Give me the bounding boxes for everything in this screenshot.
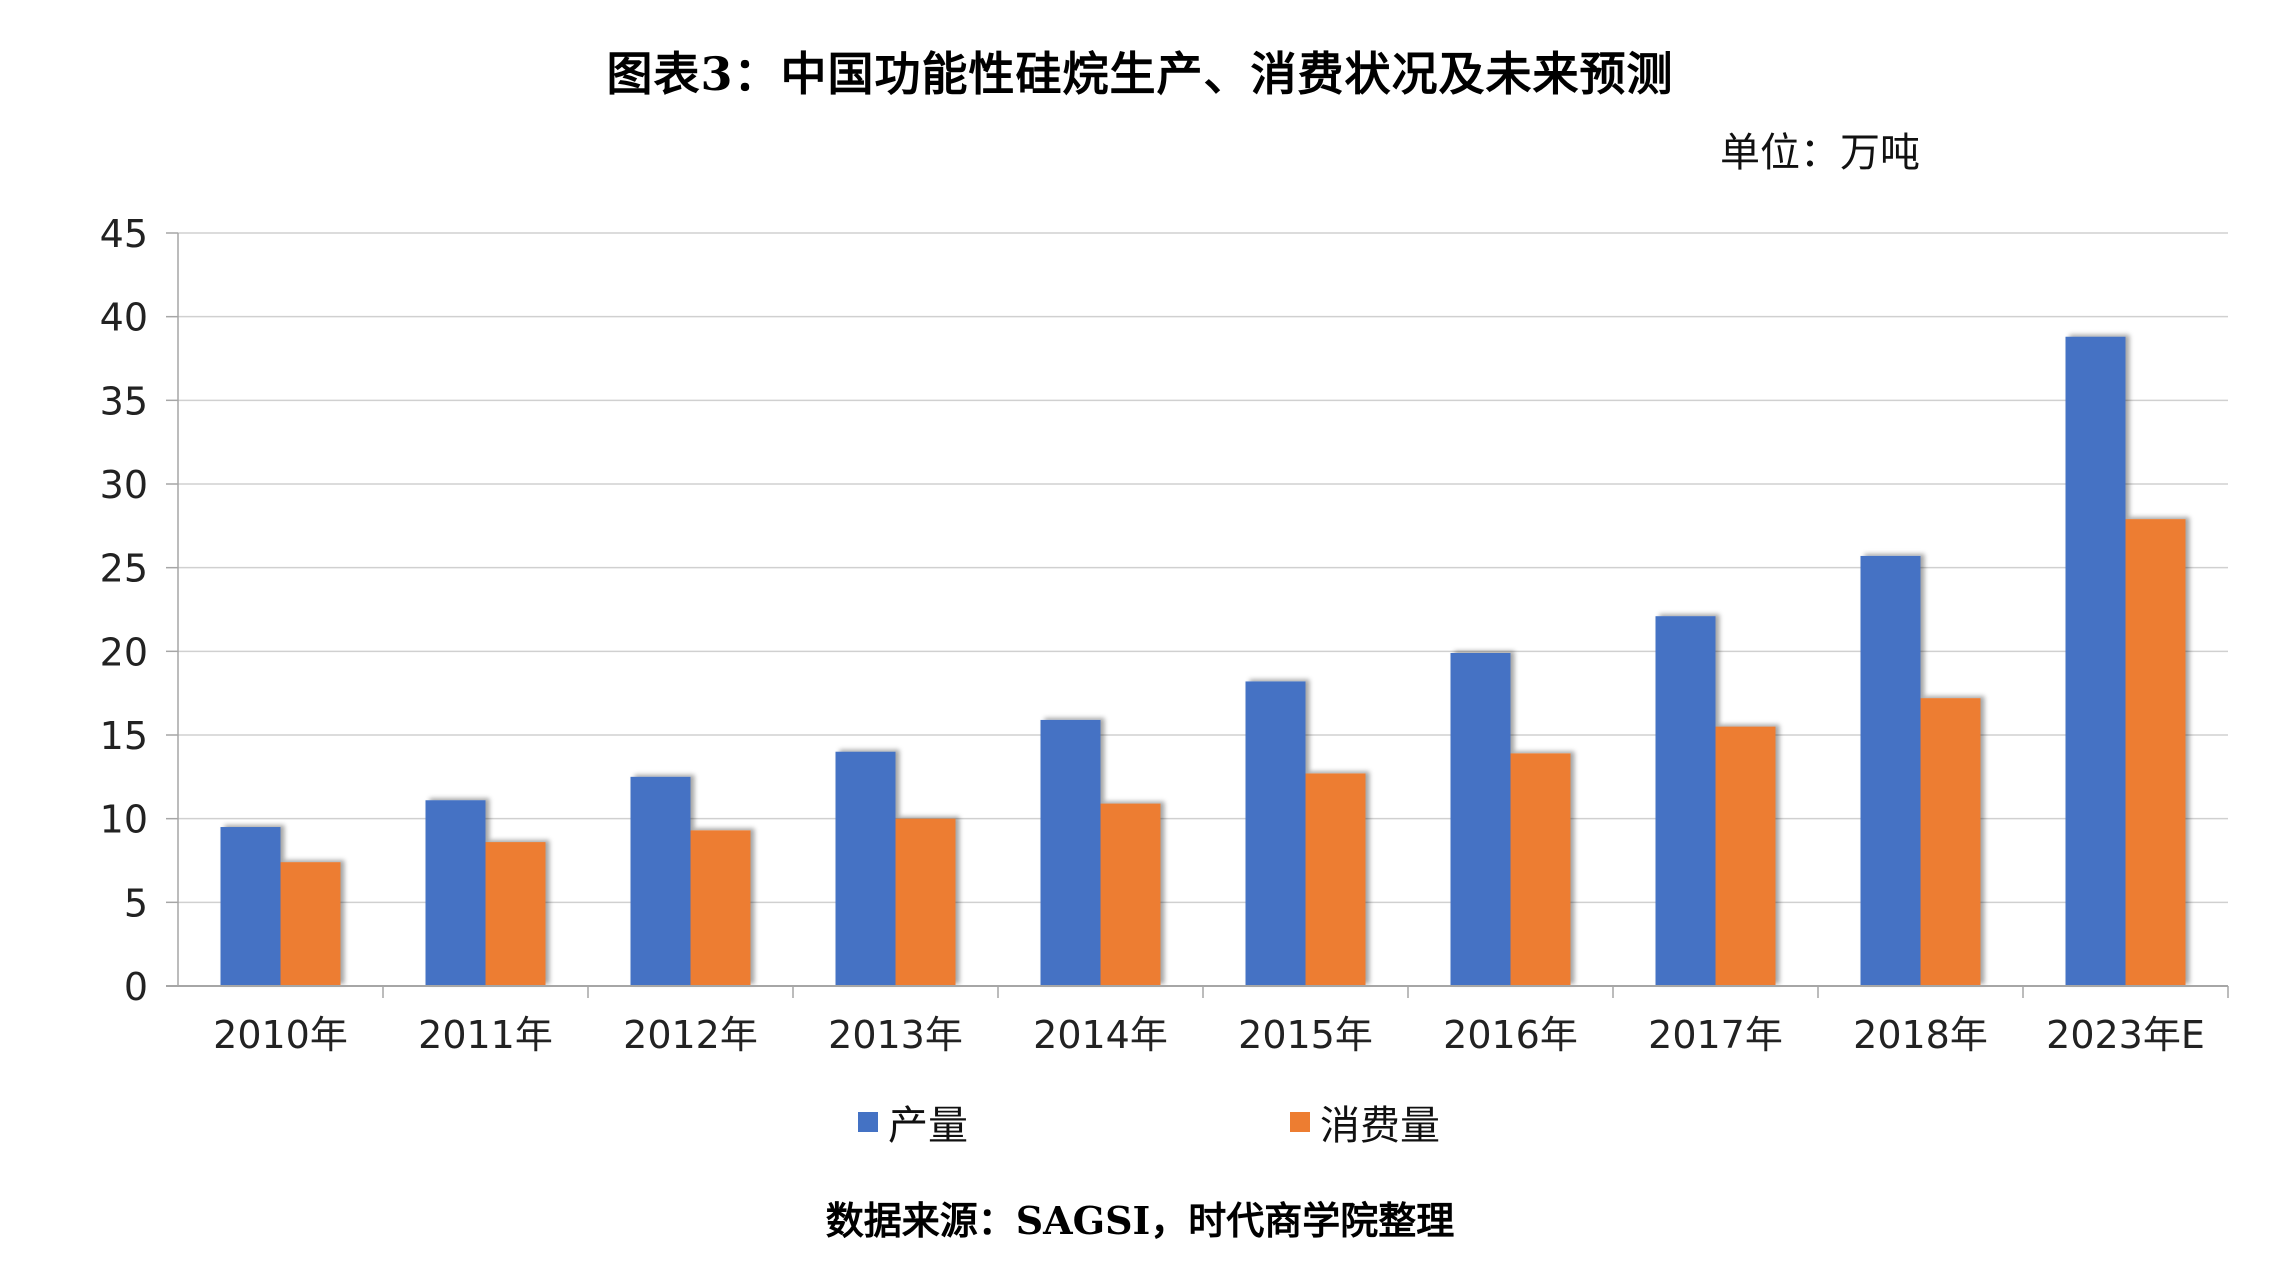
- bar-production: [1860, 555, 1921, 986]
- bar-consumption: [1510, 753, 1571, 986]
- bar-consumption: [280, 862, 341, 986]
- bar-production: [1040, 719, 1101, 986]
- bar-production: [425, 800, 486, 986]
- bar-production: [630, 776, 691, 986]
- y-tick-label: 35: [100, 379, 148, 423]
- x-tick-label: 2011年: [418, 1013, 553, 1057]
- x-tick-label: 2016年: [1443, 1013, 1578, 1057]
- bar-consumption: [1305, 773, 1366, 986]
- legend-label-production: 产量: [888, 1103, 968, 1149]
- legend-item-production: 产量: [858, 1093, 968, 1151]
- unit-label: 单位：万吨: [1720, 130, 1920, 176]
- source-note: 数据来源：SAGSI，时代商学院整理: [825, 1198, 1455, 1243]
- y-tick-label: 0: [124, 965, 148, 1009]
- legend-swatch-production: [858, 1112, 878, 1132]
- bar-consumption: [690, 830, 751, 986]
- x-tick-label: 2013年: [828, 1013, 963, 1057]
- bar-production: [1450, 653, 1511, 986]
- bar-consumption: [485, 842, 546, 986]
- y-tick-label: 15: [100, 714, 148, 758]
- legend-label-consumption: 消费量: [1320, 1103, 1440, 1149]
- x-tick-label: 2014年: [1033, 1013, 1168, 1057]
- bar-production: [220, 827, 281, 986]
- x-tick-label: 2017年: [1648, 1013, 1783, 1057]
- y-tick-label: 45: [100, 212, 148, 256]
- chart-title: 图表3：中国功能性硅烷生产、消费状况及未来预测: [606, 47, 1674, 101]
- y-tick-label: 10: [100, 798, 148, 842]
- bar-production: [1245, 681, 1306, 986]
- bar-consumption: [1100, 803, 1161, 986]
- bar-consumption: [2125, 519, 2186, 986]
- legend-swatch-consumption: [1290, 1112, 1310, 1132]
- y-tick-label: 30: [100, 463, 148, 507]
- y-tick-label: 5: [124, 881, 148, 925]
- bar-production: [2065, 336, 2126, 986]
- legend: 产量 消费量: [0, 1093, 2280, 1153]
- y-tick-label: 40: [100, 296, 148, 340]
- bar-consumption: [1920, 698, 1981, 986]
- y-tick-label: 25: [100, 547, 148, 591]
- x-tick-label: 2012年: [623, 1013, 758, 1057]
- bar-production: [835, 751, 896, 986]
- x-tick-label: 2023年E: [2046, 1013, 2205, 1057]
- bar-production: [1655, 616, 1716, 986]
- y-tick-label: 20: [100, 630, 148, 674]
- bar-consumption: [1715, 726, 1776, 986]
- x-tick-label: 2018年: [1853, 1013, 1988, 1057]
- x-tick-label: 2015年: [1238, 1013, 1373, 1057]
- x-tick-label: 2010年: [213, 1013, 348, 1057]
- bar-consumption: [895, 818, 956, 986]
- legend-item-consumption: 消费量: [1290, 1093, 1440, 1151]
